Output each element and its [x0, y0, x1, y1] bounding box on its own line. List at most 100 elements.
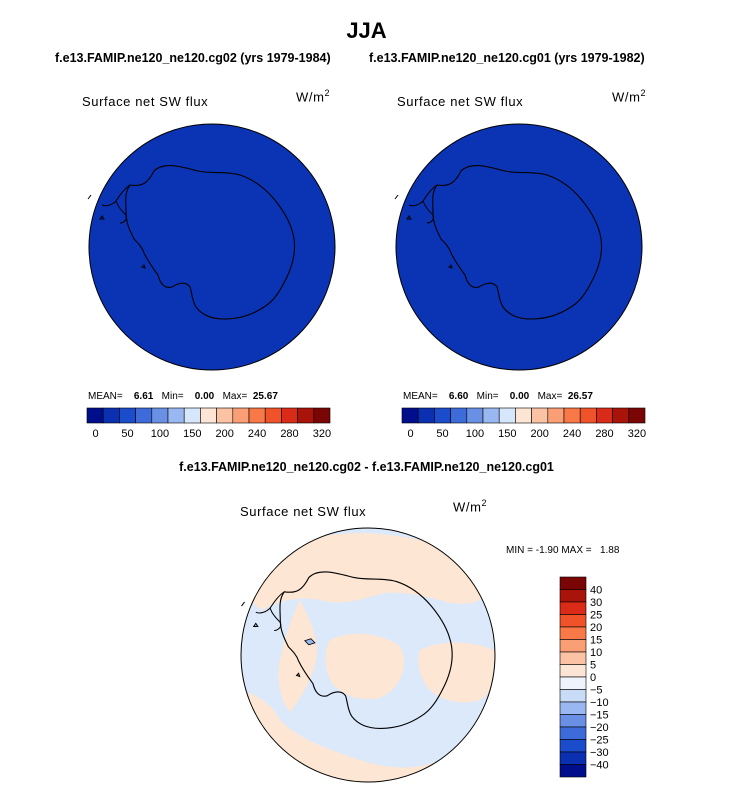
left-colorbar-tick-label: 280: [280, 428, 298, 440]
left-islands: [87, 194, 146, 269]
left-colorbar: 0 50 100 150 200 240 280 320: [86, 407, 331, 440]
right-colorbar-swatch: [401, 407, 419, 424]
right-colorbar-swatch: [434, 407, 451, 424]
right-colorbar-tick-label: 280: [595, 428, 613, 440]
left-colorbar-swatch: [167, 407, 185, 424]
left-colorbar-swatch: [297, 407, 315, 424]
left-colorbar-tick-label: 0: [93, 428, 99, 440]
left-stats: MEAN= 6.61 Min= 0.00 Max= 25.67: [88, 391, 278, 402]
left-colorbar-tick-label: 50: [121, 428, 133, 440]
right-case-title: f.e13.FAMIP.ne120_ne120.cg01 (yrs 1979-1…: [369, 51, 645, 65]
diff-colorbar-tick-label: 40: [590, 585, 602, 597]
right-colorbar-swatch: [628, 407, 646, 424]
diff-colorbar-swatch: [559, 651, 587, 665]
diff-colorbar-swatch: [559, 714, 587, 728]
right-variable-label: Surface net SW flux: [397, 94, 524, 109]
right-map-fill: [396, 124, 642, 370]
right-map: [394, 123, 643, 371]
left-case-title: f.e13.FAMIP.ne120_ne120.cg02 (yrs 1979-1…: [55, 51, 331, 65]
left-colorbar-swatch: [135, 407, 153, 424]
right-islands: [394, 194, 453, 269]
right-colorbar-tick-label: 150: [498, 428, 516, 440]
diff-colorbar-swatch: [559, 726, 587, 740]
right-colorbar-tick-label: 200: [531, 428, 549, 440]
right-colorbar-tick-label: 320: [628, 428, 646, 440]
left-colorbar-tick-label: 150: [183, 428, 201, 440]
diff-colorbar-tick-label: 5: [590, 660, 596, 672]
diff-colorbar-tick-label: 0: [590, 672, 596, 684]
left-colorbar-swatch: [200, 407, 217, 424]
diff-colorbar-swatch: [559, 626, 587, 640]
right-colorbar-swatch: [450, 407, 468, 424]
right-colorbar-swatch: [466, 407, 484, 424]
diff-colorbar-tick-label: 15: [590, 635, 602, 647]
diff-colorbar-swatch: [559, 664, 587, 678]
right-colorbar-swatch: [417, 407, 435, 424]
diff-colorbar-swatch: [559, 701, 587, 715]
right-colorbar-swatch: [515, 407, 532, 424]
left-colorbar-swatch: [183, 407, 201, 424]
right-colorbar-swatch: [596, 407, 613, 424]
right-colorbar-swatch: [482, 407, 500, 424]
diff-colorbar-tick-label: −15: [590, 710, 609, 722]
right-colorbar-tick-label: 0: [408, 428, 414, 440]
right-colorbar-swatch: [531, 407, 549, 424]
difference-title: f.e13.FAMIP.ne120_ne120.cg02 - f.e13.FAM…: [179, 460, 554, 474]
diff-colorbar-swatch: [559, 639, 587, 653]
left-colorbar-swatch: [86, 407, 104, 424]
diff-map-border: [240, 527, 496, 783]
diff-colorbar-tick-label: 30: [590, 597, 602, 609]
left-map: [87, 123, 336, 371]
right-colorbar-swatch: [563, 407, 581, 424]
left-colorbar-swatch: [248, 407, 266, 424]
diff-colorbar-tick-label: −40: [590, 760, 609, 772]
diff-colorbar-swatch: [559, 676, 587, 690]
diff-colorbar-swatch: [559, 589, 587, 603]
left-colorbar-tick-label: 240: [248, 428, 266, 440]
diff-min-max: MIN = -1.90 MAX = 1.88: [506, 545, 620, 556]
left-colorbar-tick-label: 200: [216, 428, 234, 440]
diff-colorbar-tick-label: 25: [590, 610, 602, 622]
diff-units-label: W/m2: [453, 498, 488, 515]
diff-colorbar-tick-label: 10: [590, 647, 602, 659]
diff-colorbar-swatch: [559, 614, 587, 628]
diff-colorbar-tick-label: −10: [590, 697, 609, 709]
right-colorbar-swatch: [579, 407, 597, 424]
diff-colorbar-tick-label: −20: [590, 722, 609, 734]
diff-colorbar-swatch: [559, 601, 587, 615]
diff-colorbar-swatch: [559, 576, 587, 590]
right-units-label: W/m2: [612, 88, 647, 105]
left-map-fill: [89, 124, 335, 370]
left-colorbar-swatch: [313, 407, 331, 424]
left-colorbar-swatch: [232, 407, 250, 424]
left-colorbar-swatch: [281, 407, 298, 424]
right-colorbar-tick-label: 240: [563, 428, 581, 440]
left-colorbar-tick-label: 100: [151, 428, 169, 440]
left-colorbar-swatch: [216, 407, 234, 424]
diff-islands: [241, 601, 301, 678]
plot-title: JJA: [346, 18, 387, 43]
right-map-border: [395, 123, 643, 371]
right-colorbar-tick-label: 50: [436, 428, 448, 440]
diff-colorbar-swatch: [559, 689, 587, 703]
diff-peninsula-anomaly: [304, 638, 316, 646]
left-colorbar-tick-label: 320: [313, 428, 331, 440]
diff-colorbar-tick-label: −30: [590, 747, 609, 759]
right-colorbar: 0 50 100 150 200 240 280 320: [401, 407, 646, 440]
diff-variable-label: Surface net SW flux: [240, 504, 367, 519]
left-units-label: W/m2: [296, 88, 331, 105]
right-colorbar-swatch: [612, 407, 630, 424]
left-colorbar-swatch: [264, 407, 282, 424]
left-colorbar-swatch: [151, 407, 169, 424]
left-variable-label: Surface net SW flux: [82, 94, 209, 109]
right-stats: MEAN= 6.60 Min= 0.00 Max= 26.57: [403, 391, 593, 402]
diff-colorbar-swatch: [559, 739, 587, 753]
difference-map: [240, 527, 496, 783]
diff-colorbar-swatch: [559, 764, 587, 778]
right-colorbar-swatch: [498, 407, 516, 424]
right-colorbar-swatch: [547, 407, 565, 424]
left-colorbar-swatch: [102, 407, 120, 424]
diff-colorbar-tick-label: −25: [590, 735, 609, 747]
